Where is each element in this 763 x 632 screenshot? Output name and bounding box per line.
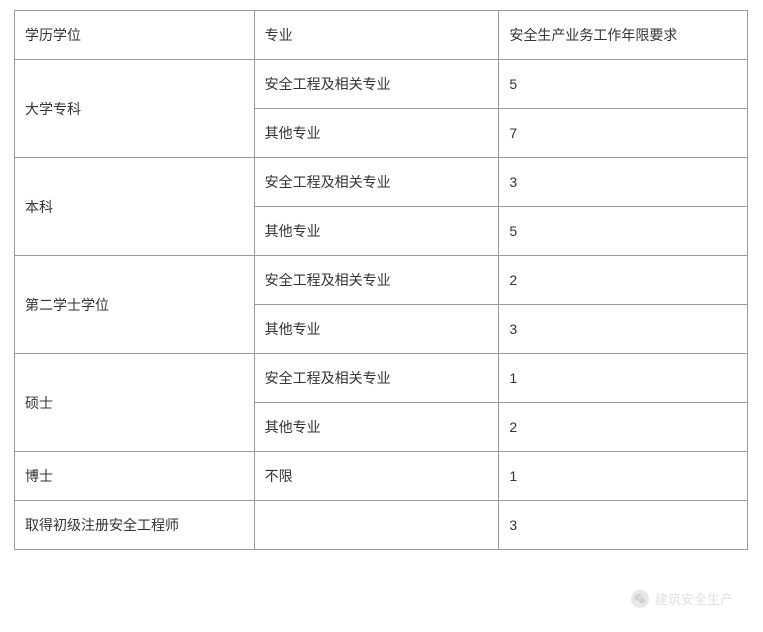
major-cell: 其他专业 bbox=[254, 207, 499, 256]
major-cell: 安全工程及相关专业 bbox=[254, 158, 499, 207]
years-cell: 3 bbox=[499, 501, 748, 550]
years-cell: 2 bbox=[499, 403, 748, 452]
watermark: 建筑安全生产 bbox=[631, 589, 733, 608]
table-row: 取得初级注册安全工程师 3 bbox=[15, 501, 748, 550]
degree-cell: 大学专科 bbox=[15, 60, 255, 158]
major-cell: 不限 bbox=[254, 452, 499, 501]
major-cell: 其他专业 bbox=[254, 403, 499, 452]
wechat-icon bbox=[631, 590, 649, 608]
degree-cell: 第二学士学位 bbox=[15, 256, 255, 354]
major-cell: 其他专业 bbox=[254, 109, 499, 158]
degree-cell: 硕士 bbox=[15, 354, 255, 452]
major-cell: 其他专业 bbox=[254, 305, 499, 354]
requirements-table: 学历学位 专业 安全生产业务工作年限要求 大学专科 安全工程及相关专业 5 其他… bbox=[14, 10, 748, 550]
table-row: 硕士 安全工程及相关专业 1 bbox=[15, 354, 748, 403]
table-row: 博士 不限 1 bbox=[15, 452, 748, 501]
table-header-row: 学历学位 专业 安全生产业务工作年限要求 bbox=[15, 11, 748, 60]
table-row: 本科 安全工程及相关专业 3 bbox=[15, 158, 748, 207]
years-cell: 5 bbox=[499, 60, 748, 109]
degree-cell: 取得初级注册安全工程师 bbox=[15, 501, 255, 550]
major-cell bbox=[254, 501, 499, 550]
header-major: 专业 bbox=[254, 11, 499, 60]
years-cell: 5 bbox=[499, 207, 748, 256]
table-row: 第二学士学位 安全工程及相关专业 2 bbox=[15, 256, 748, 305]
major-cell: 安全工程及相关专业 bbox=[254, 60, 499, 109]
years-cell: 3 bbox=[499, 305, 748, 354]
years-cell: 3 bbox=[499, 158, 748, 207]
header-years: 安全生产业务工作年限要求 bbox=[499, 11, 748, 60]
years-cell: 7 bbox=[499, 109, 748, 158]
degree-cell: 本科 bbox=[15, 158, 255, 256]
watermark-text: 建筑安全生产 bbox=[655, 589, 733, 608]
major-cell: 安全工程及相关专业 bbox=[254, 256, 499, 305]
major-cell: 安全工程及相关专业 bbox=[254, 354, 499, 403]
years-cell: 2 bbox=[499, 256, 748, 305]
header-degree: 学历学位 bbox=[15, 11, 255, 60]
years-cell: 1 bbox=[499, 354, 748, 403]
table-row: 大学专科 安全工程及相关专业 5 bbox=[15, 60, 748, 109]
degree-cell: 博士 bbox=[15, 452, 255, 501]
years-cell: 1 bbox=[499, 452, 748, 501]
